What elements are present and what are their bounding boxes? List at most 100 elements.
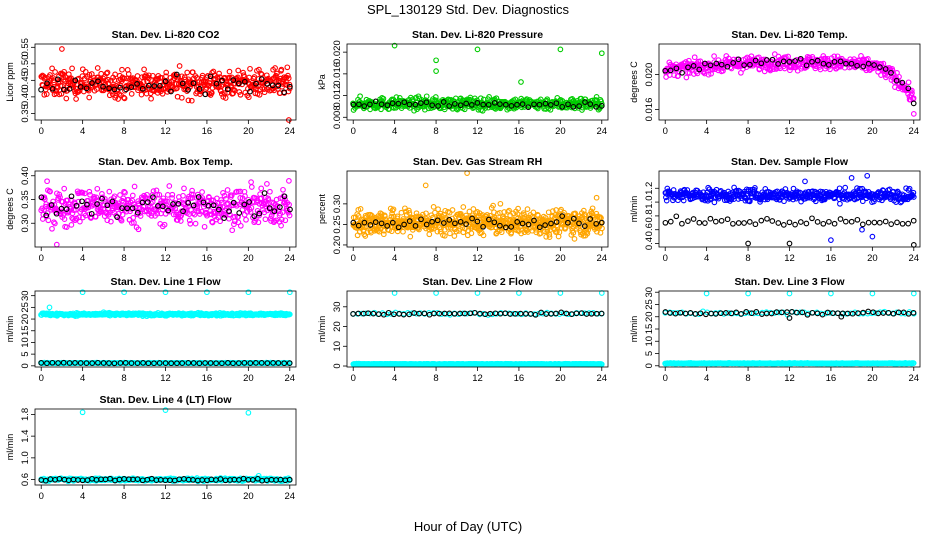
data-point [446,103,453,109]
data-point [598,103,605,109]
x-tick-label: 20 [867,253,878,264]
data-point [166,183,173,189]
data-point [792,58,798,64]
data-point [384,102,391,109]
data-point [128,91,135,97]
x-tick-label: 20 [243,126,254,137]
data-point [896,73,902,80]
series-1 [662,51,917,117]
data-point [83,85,90,92]
data-point [524,206,531,212]
x-tick-label: 16 [514,126,525,137]
data-point [389,100,396,107]
data-point [163,69,170,76]
data-point [859,226,865,233]
data-point [284,82,290,88]
data-point [910,100,917,107]
data-point [143,90,150,97]
data-point [247,88,253,95]
y-axis-label: degrees C [5,188,15,230]
x-tick-label: 8 [433,253,438,264]
data-point [77,84,84,90]
data-point [184,88,190,94]
y-axis-label: degrees C [629,61,639,103]
data-point [125,71,132,77]
y-tick-label: 10 [332,341,343,352]
data-point [525,104,532,111]
data-point [786,240,793,247]
data-point [702,60,708,67]
y-tick-label: 0.50 [20,55,31,74]
data-point [258,70,264,77]
data-point [121,75,128,82]
y-tick-label: 0.020 [332,40,343,64]
y-tick-label: 0.020 [644,63,655,87]
x-tick-label: 20 [555,126,566,137]
point-layer [350,290,605,368]
data-point [894,219,900,226]
data-point [207,73,214,80]
data-point [52,69,58,75]
panel-title: Stan. Dev. Li-820 Temp. [731,29,847,41]
series-1 [350,290,605,368]
data-point [122,189,128,196]
data-point [350,311,356,317]
data-point [391,42,398,49]
data-point [426,231,433,238]
data-point [871,62,877,68]
data-point [814,57,821,64]
data-point [888,69,894,76]
data-point [547,102,554,108]
data-point [131,219,137,226]
point-layer [38,289,293,367]
y-tick-label: 0.20 [332,236,343,255]
data-point [229,227,236,234]
data-point [767,67,774,74]
data-point [118,217,125,224]
data-point [718,217,725,224]
y-axis-label: Licor ppm [5,62,15,102]
y-tick-label: 25 [20,302,31,313]
data-point [194,74,200,81]
data-point [69,210,76,217]
data-point [464,170,470,176]
y-tick-label: 30 [332,302,343,313]
point-layer [662,51,917,117]
data-point [73,96,79,102]
data-point [65,71,72,78]
data-point [43,91,50,97]
data-point [809,215,815,222]
x-tick-label: 8 [121,373,126,384]
data-point [268,212,275,219]
data-point [378,101,385,108]
data-point [707,62,714,69]
series-1 [350,170,605,242]
data-point [696,219,703,226]
data-point [711,199,718,206]
data-point [871,219,878,226]
data-point [58,90,65,97]
data-point [724,216,731,223]
y-tick-label: 0.25 [332,215,343,234]
data-point [51,219,57,226]
data-point [457,102,464,109]
x-tick-label: 24 [596,253,607,264]
data-point [451,233,458,239]
data-point [512,96,519,103]
data-point [148,212,155,219]
data-point [189,69,196,76]
x-tick-label: 4 [392,126,397,137]
data-point [145,82,152,89]
y-tick-label: 20 [332,321,343,332]
y-tick-label: 15 [20,325,31,336]
data-point [877,64,883,70]
series-1 [662,290,917,367]
data-point [429,102,436,109]
data-point [854,62,860,69]
data-point [797,55,804,62]
data-point [38,86,44,93]
data-point [53,90,60,97]
